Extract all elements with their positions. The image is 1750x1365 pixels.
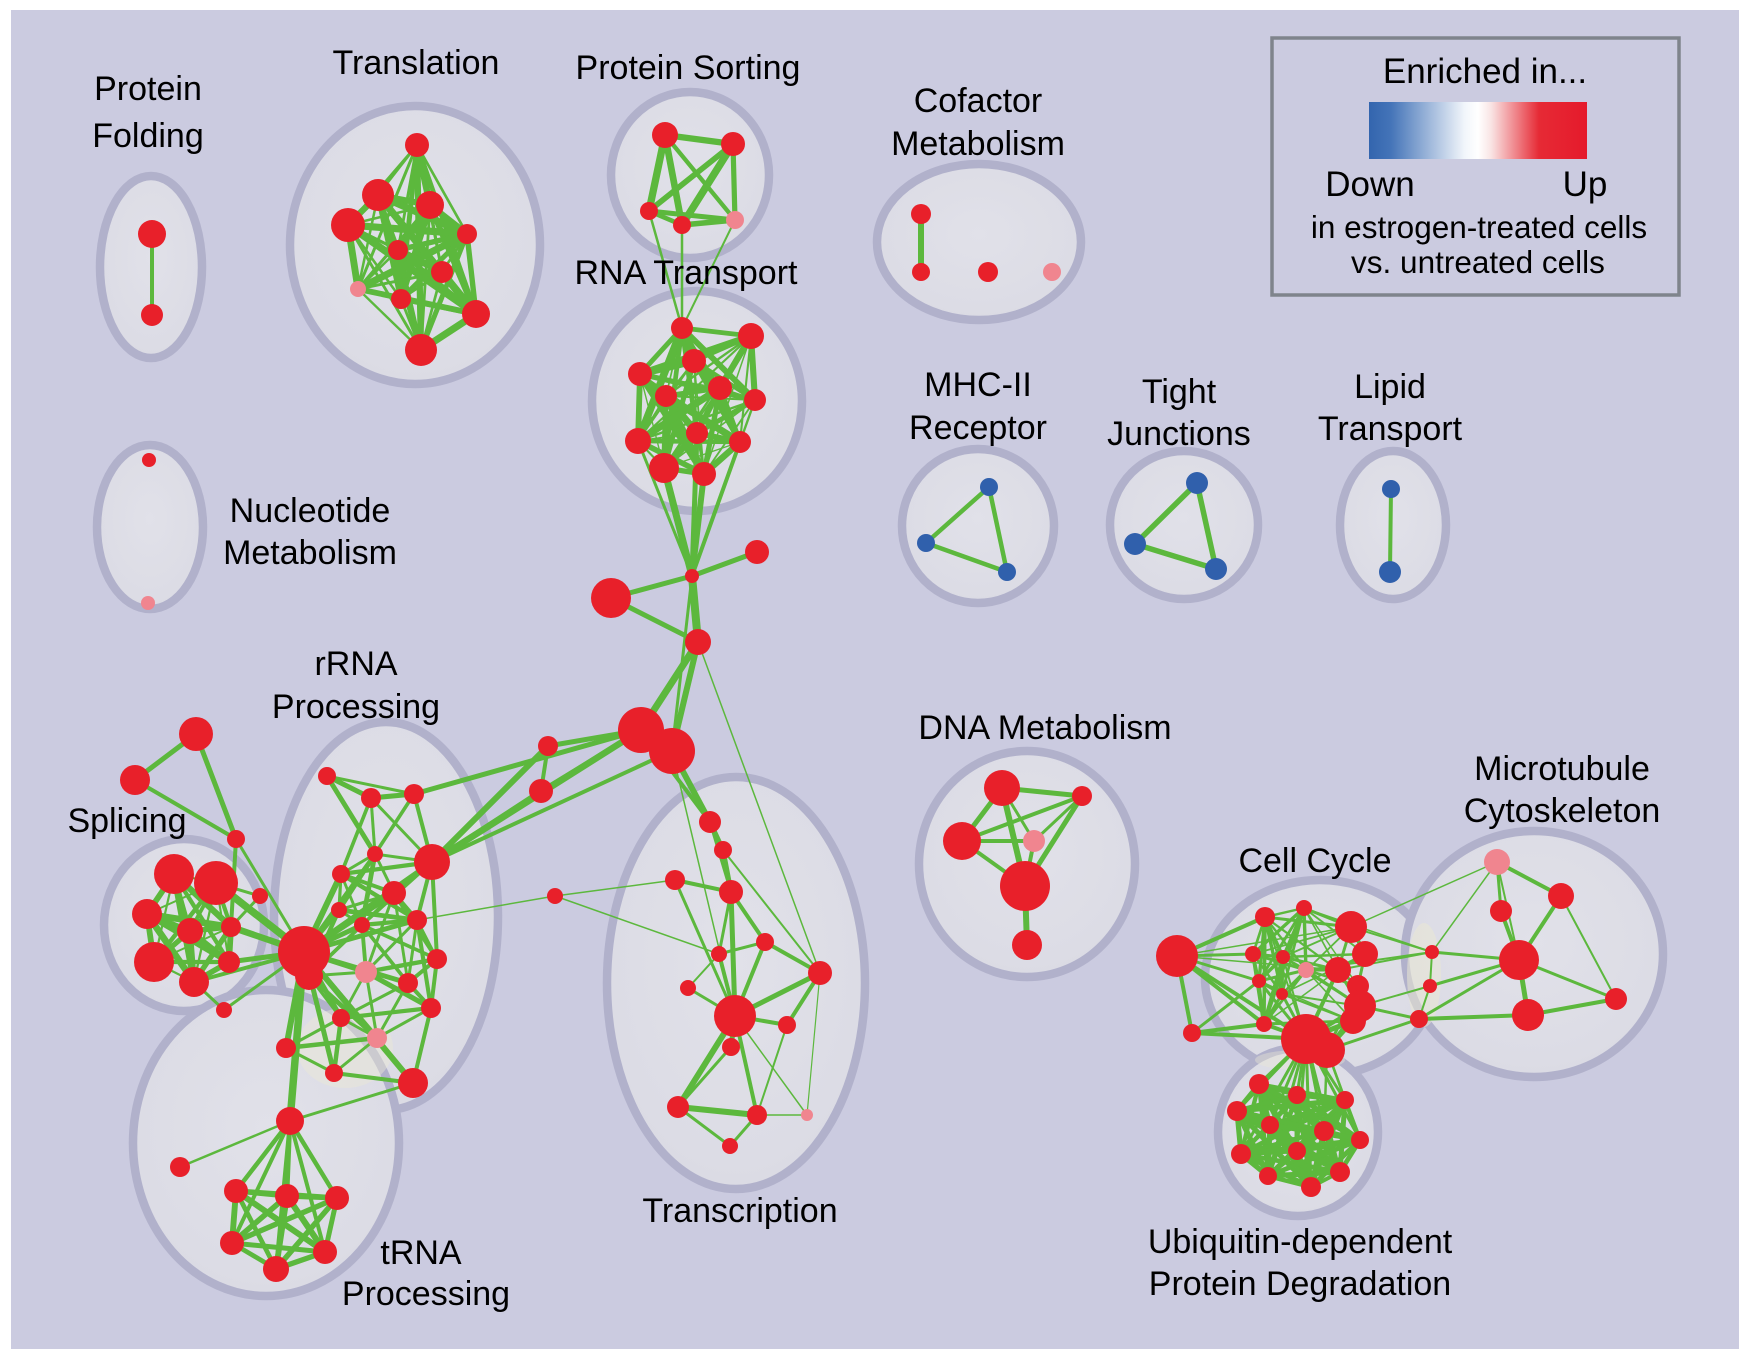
svg-text:Splicing: Splicing (67, 802, 186, 840)
svg-text:Receptor: Receptor (909, 409, 1047, 447)
svg-text:Protein Sorting: Protein Sorting (576, 49, 801, 87)
svg-text:Cell Cycle: Cell Cycle (1238, 842, 1391, 880)
svg-text:Processing: Processing (342, 1275, 510, 1313)
svg-text:Transport: Transport (1318, 410, 1463, 448)
svg-text:Translation: Translation (333, 44, 500, 82)
svg-text:Tight: Tight (1142, 373, 1217, 411)
svg-text:tRNA: tRNA (380, 1234, 462, 1272)
svg-text:Enriched in...: Enriched in... (1383, 52, 1587, 91)
svg-text:Protein: Protein (94, 70, 202, 108)
svg-text:in estrogen-treated cells: in estrogen-treated cells (1311, 209, 1647, 245)
svg-text:Processing: Processing (272, 688, 440, 726)
svg-text:Up: Up (1563, 165, 1608, 204)
svg-text:Junctions: Junctions (1107, 415, 1251, 453)
svg-text:Folding: Folding (92, 117, 204, 155)
svg-text:Cofactor: Cofactor (914, 82, 1043, 120)
svg-text:Down: Down (1325, 165, 1414, 204)
svg-text:RNA Transport: RNA Transport (575, 254, 799, 292)
svg-text:Nucleotide: Nucleotide (230, 492, 391, 530)
svg-text:Protein Degradation: Protein Degradation (1149, 1265, 1451, 1303)
svg-text:Microtubule: Microtubule (1474, 750, 1650, 788)
svg-text:DNA Metabolism: DNA Metabolism (918, 709, 1171, 747)
svg-text:Ubiquitin-dependent: Ubiquitin-dependent (1148, 1223, 1453, 1261)
svg-text:MHC-II: MHC-II (924, 366, 1032, 404)
svg-text:Cytoskeleton: Cytoskeleton (1464, 792, 1661, 830)
svg-text:Transcription: Transcription (642, 1192, 837, 1230)
svg-text:Metabolism: Metabolism (891, 125, 1065, 163)
svg-text:rRNA: rRNA (314, 645, 397, 683)
svg-text:Metabolism: Metabolism (223, 534, 397, 572)
svg-text:vs. untreated cells: vs. untreated cells (1351, 244, 1605, 280)
svg-text:Lipid: Lipid (1354, 368, 1426, 406)
